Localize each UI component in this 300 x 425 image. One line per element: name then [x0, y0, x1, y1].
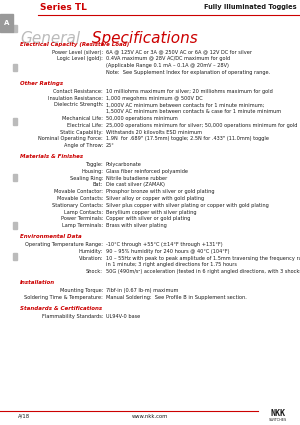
Text: Movable Contactor:: Movable Contactor: [54, 189, 103, 194]
Text: Stationary Contacts:: Stationary Contacts: [52, 203, 103, 208]
Text: Polycarbonate: Polycarbonate [106, 162, 142, 167]
Text: Housing:: Housing: [81, 169, 103, 174]
Text: Lamp Contacts:: Lamp Contacts: [64, 210, 103, 215]
Text: Mounting Torque:: Mounting Torque: [60, 288, 103, 293]
Text: 25,000 operations minimum for silver; 50,000 operations minimum for gold: 25,000 operations minimum for silver; 50… [106, 123, 297, 128]
Text: Humidity:: Humidity: [79, 249, 103, 254]
Bar [13, 174, 17, 181]
Bar [13, 222, 17, 229]
Text: Vibration:: Vibration: [79, 255, 103, 261]
Text: 1.9N  for .689" (17.5mm) toggle; 2.5N for .433" (11.0mm) toggle: 1.9N for .689" (17.5mm) toggle; 2.5N for… [106, 136, 269, 141]
Text: Other Ratings: Other Ratings [20, 81, 63, 86]
Text: Silver alloy or copper with gold plating: Silver alloy or copper with gold plating [106, 196, 204, 201]
Text: 1,000 megohms minimum @ 500V DC: 1,000 megohms minimum @ 500V DC [106, 96, 202, 100]
Text: 7lbf·in (0.67 lb·m) maximum: 7lbf·in (0.67 lb·m) maximum [106, 288, 178, 293]
Text: Dielectric Strength:: Dielectric Strength: [54, 102, 103, 107]
Text: Brass with silver plating: Brass with silver plating [106, 223, 167, 228]
Text: -10°C through +55°C (±14°F through +131°F): -10°C through +55°C (±14°F through +131°… [106, 242, 223, 247]
Text: 50G (490m/s²) acceleration (tested in 6 right angled directions, with 3 shocks i: 50G (490m/s²) acceleration (tested in 6 … [106, 269, 300, 274]
Text: Silver plus copper with silver plating or copper with gold plating: Silver plus copper with silver plating o… [106, 203, 269, 208]
Text: Series TL: Series TL [40, 3, 87, 11]
Text: Toggle:: Toggle: [85, 162, 103, 167]
Text: Electrical Capacity (Resistive Load): Electrical Capacity (Resistive Load) [20, 42, 129, 47]
Text: Logic Level (gold):: Logic Level (gold): [57, 56, 103, 61]
Text: Nominal Operating Force:: Nominal Operating Force: [38, 136, 103, 141]
Text: Mechanical Life:: Mechanical Life: [62, 116, 103, 121]
Text: Bat:: Bat: [93, 182, 103, 187]
Bar [13, 118, 17, 125]
Text: Power Terminals:: Power Terminals: [61, 216, 103, 221]
Text: Power Level (silver):: Power Level (silver): [52, 49, 103, 54]
Text: Fully Illuminated Toggles: Fully Illuminated Toggles [204, 4, 297, 10]
Text: Insulation Resistance:: Insulation Resistance: [48, 96, 103, 100]
Text: Static Capability:: Static Capability: [60, 130, 103, 134]
Text: Electrical Life:: Electrical Life: [67, 123, 103, 128]
Text: Glass fiber reinforced polyamide: Glass fiber reinforced polyamide [106, 169, 188, 174]
Text: UL94V-0 base: UL94V-0 base [106, 314, 140, 318]
Text: Sealing Ring:: Sealing Ring: [70, 176, 103, 181]
Text: Standards & Certifications: Standards & Certifications [20, 306, 102, 311]
Text: Note:  See Supplement Index for explanation of operating range.: Note: See Supplement Index for explanati… [106, 70, 270, 75]
Text: Shock:: Shock: [86, 269, 103, 274]
Text: NKK: NKK [271, 410, 286, 419]
Text: 50,000 operations minimum: 50,000 operations minimum [106, 116, 178, 121]
Text: Withstands 20 kilovolts ESD minimum: Withstands 20 kilovolts ESD minimum [106, 130, 202, 134]
Text: 6A @ 125V AC or 3A @ 250V AC or 6A @ 12V DC for silver: 6A @ 125V AC or 3A @ 250V AC or 6A @ 12V… [106, 49, 252, 54]
Text: Movable Contacts:: Movable Contacts: [57, 196, 103, 201]
Text: Contact Resistance:: Contact Resistance: [53, 89, 103, 94]
Text: in 1 minute; 3 right angled directions for 1.75 hours: in 1 minute; 3 right angled directions f… [106, 262, 237, 267]
Text: Die cast silver (ZAMAK): Die cast silver (ZAMAK) [106, 182, 165, 187]
Text: Soldering Time & Temperature:: Soldering Time & Temperature: [24, 295, 103, 300]
Text: Specifications: Specifications [87, 31, 198, 46]
Text: 1,000V AC minimum between contacts for 1 minute minimum;: 1,000V AC minimum between contacts for 1… [106, 102, 264, 107]
Text: 90 – 95% humidity for 240 hours @ 40°C (104°F): 90 – 95% humidity for 240 hours @ 40°C (… [106, 249, 230, 254]
Bar [13, 25, 17, 32]
Text: Nitrile butadiene rubber: Nitrile butadiene rubber [106, 176, 167, 181]
Text: Materials & Finishes: Materials & Finishes [20, 154, 83, 159]
Text: 1,500V AC minimum between contacts & case for 1 minute minimum: 1,500V AC minimum between contacts & cas… [106, 109, 281, 114]
Bar [13, 253, 17, 260]
Text: Angle of Throw:: Angle of Throw: [64, 143, 103, 148]
Text: A/18: A/18 [18, 414, 30, 419]
Text: Phosphor bronze with silver or gold plating: Phosphor bronze with silver or gold plat… [106, 189, 214, 194]
Text: 10 milliohms maximum for silver; 20 milliohms maximum for gold: 10 milliohms maximum for silver; 20 mill… [106, 89, 273, 94]
Text: (Applicable Range 0.1 mA – 0.1A @ 20mV – 28V): (Applicable Range 0.1 mA – 0.1A @ 20mV –… [106, 63, 229, 68]
Bar [0, 14, 13, 32]
Text: Installation: Installation [20, 280, 55, 286]
Text: 25°: 25° [106, 143, 115, 148]
Text: Copper with silver or gold plating: Copper with silver or gold plating [106, 216, 190, 221]
Text: Environmental Data: Environmental Data [20, 235, 82, 239]
Bar [13, 64, 17, 71]
Text: Manual Soldering:  See Profile B in Supplement section.: Manual Soldering: See Profile B in Suppl… [106, 295, 247, 300]
Text: Flammability Standards:: Flammability Standards: [42, 314, 103, 318]
Text: General: General [20, 31, 80, 46]
Text: 0.4VA maximum @ 28V AC/DC maximum for gold: 0.4VA maximum @ 28V AC/DC maximum for go… [106, 56, 230, 61]
Text: SWITCHES: SWITCHES [269, 418, 287, 422]
Text: A: A [4, 20, 9, 26]
Text: Lamp Terminals:: Lamp Terminals: [62, 223, 103, 228]
Text: Beryllium copper with silver plating: Beryllium copper with silver plating [106, 210, 196, 215]
Text: 10 – 55Hz with peak to peak amplitude of 1.5mm traversing the frequency range & : 10 – 55Hz with peak to peak amplitude of… [106, 255, 300, 261]
Text: Operating Temperature Range:: Operating Temperature Range: [25, 242, 103, 247]
Text: www.nkk.com: www.nkk.com [132, 414, 168, 419]
